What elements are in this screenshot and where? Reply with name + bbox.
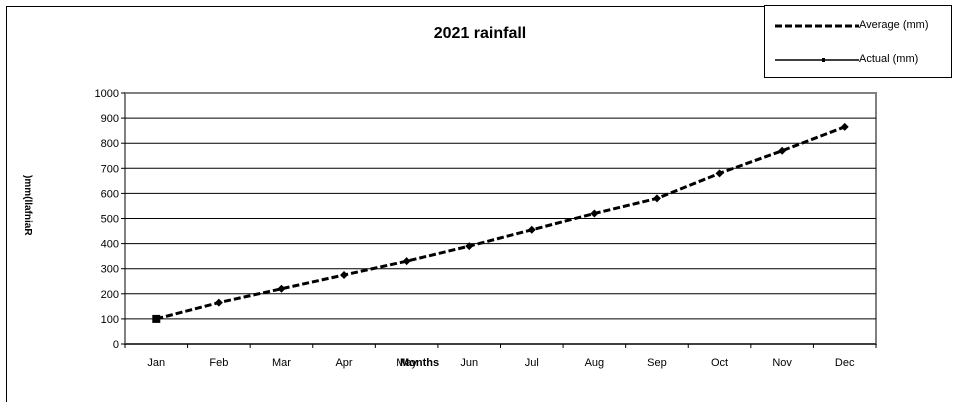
y-tick-label: 400 (101, 239, 119, 251)
x-tick-label: Jul (525, 357, 539, 369)
y-tick-label: 700 (101, 163, 119, 175)
data-point (527, 225, 536, 234)
data-point (152, 314, 161, 323)
legend-item-actual: Actual (mm) (765, 50, 953, 70)
data-point (402, 257, 411, 266)
legend-swatch-solid (775, 58, 859, 62)
data-point (465, 242, 474, 251)
x-tick-label: Nov (772, 357, 792, 369)
x-tick-label: Oct (711, 357, 728, 369)
data-point (340, 270, 349, 279)
chart-title: 2021 rainfall (433, 25, 527, 42)
x-tick-label: Dec (835, 357, 855, 369)
x-tick-label: Mar (272, 357, 291, 369)
y-tick-label: 600 (101, 188, 119, 200)
y-axis-label: )mm(llafniaR (22, 175, 33, 236)
x-tick-label: Jun (460, 357, 478, 369)
y-tick-label: 0 (113, 339, 119, 351)
x-tick-label: Feb (209, 357, 228, 369)
x-tick-label: Aug (585, 357, 605, 369)
legend-swatch-dashed (775, 24, 859, 28)
chart-frame (6, 6, 952, 402)
y-tick-label: 1000 (95, 88, 119, 100)
y-tick-label: 500 (101, 214, 119, 226)
x-axis-label: Months (400, 357, 440, 369)
legend-item-average: Average (mm) (765, 16, 953, 36)
data-point (715, 169, 724, 178)
data-point (778, 146, 787, 155)
data-point (277, 284, 286, 293)
series-line-0 (155, 125, 846, 321)
legend-label-average: Average (mm) (859, 19, 929, 31)
y-tick-label: 300 (101, 264, 119, 276)
y-tick-label: 100 (101, 314, 119, 326)
data-point (590, 209, 599, 218)
legend: Average (mm) Actual (mm) (764, 5, 952, 78)
y-tick-label: 200 (101, 289, 119, 301)
legend-label-actual: Actual (mm) (859, 53, 919, 65)
y-tick-label: 900 (101, 113, 119, 125)
data-point (840, 122, 849, 131)
data-point (652, 194, 661, 203)
x-tick-label: Apr (335, 357, 352, 369)
data-point (214, 298, 223, 307)
x-tick-label: Jan (147, 357, 165, 369)
x-tick-label: Sep (647, 357, 667, 369)
y-tick-label: 800 (101, 138, 119, 150)
x-tick-label: May (396, 357, 417, 369)
